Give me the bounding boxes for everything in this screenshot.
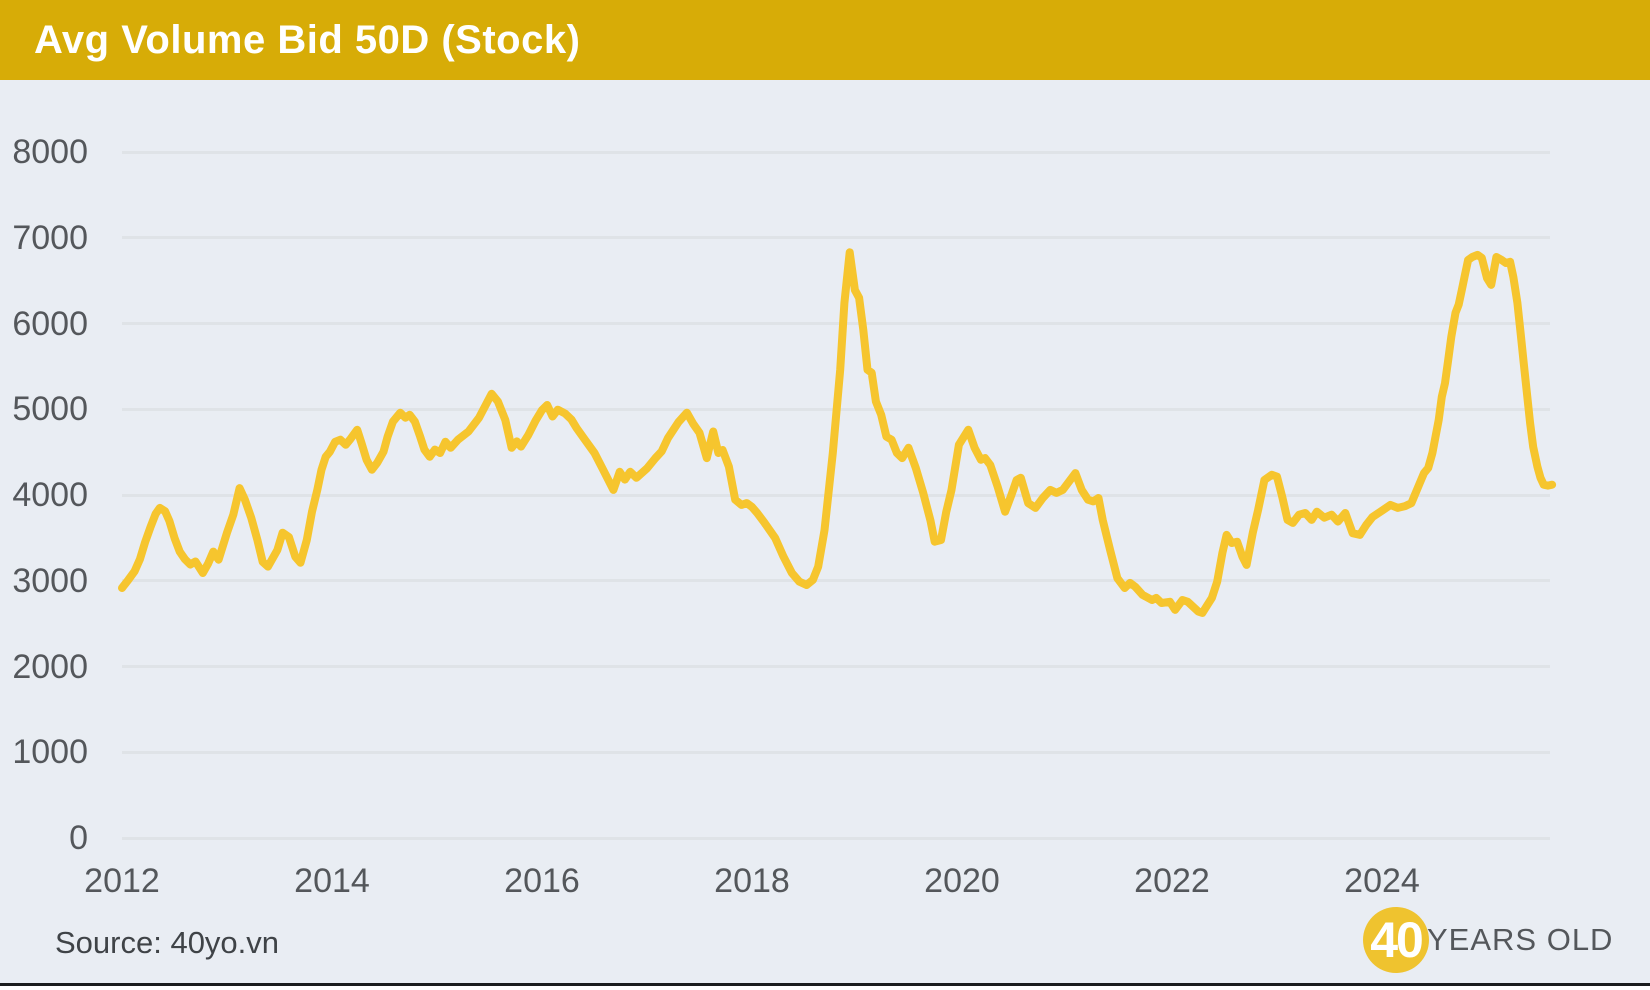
logo-label: YEARS OLD <box>1427 922 1614 957</box>
y-axis-label-6000: 6000 <box>12 304 88 343</box>
y-axis-label-0: 0 <box>69 819 88 857</box>
logo-circle: 40 <box>1363 907 1429 973</box>
gridline-y-0 <box>122 836 1550 840</box>
bottom-edge-strip <box>0 986 1650 990</box>
x-axis-label-2024: 2024 <box>1344 862 1420 900</box>
source-text: Source: 40yo.vn <box>55 925 280 960</box>
y-axis-label-8000: 8000 <box>12 133 88 171</box>
bottom-border-line <box>0 983 1650 986</box>
y-axis-label-1000: 1000 <box>12 733 88 772</box>
gridline-y-8000 <box>122 150 1550 154</box>
x-axis-label-2014: 2014 <box>294 862 370 900</box>
gridline-y-2000 <box>122 665 1550 668</box>
gridline-y-1000 <box>122 750 1550 754</box>
y-axis-label-7000: 7000 <box>12 218 88 257</box>
title-bar: Avg Volume Bid 50D (Stock) <box>0 0 1650 80</box>
x-axis-label-2018: 2018 <box>714 862 790 900</box>
gridline-y-6000 <box>122 322 1550 325</box>
logo-number: 40 <box>1370 912 1424 968</box>
x-axis-label-2020: 2020 <box>924 862 1000 900</box>
x-axis-label-2016: 2016 <box>504 862 580 900</box>
y-axis-label-5000: 5000 <box>12 390 88 429</box>
x-axis-label-2022: 2022 <box>1134 862 1210 900</box>
y-axis-label-3000: 3000 <box>12 561 88 600</box>
page-title: Avg Volume Bid 50D (Stock) <box>34 17 581 62</box>
gridline-y-3000 <box>122 579 1550 583</box>
y-axis-label-2000: 2000 <box>12 647 88 686</box>
x-axis-label-2012: 2012 <box>84 862 160 900</box>
gridline-y-4000 <box>122 493 1550 497</box>
series-line-avg-volume-bid-50d <box>118 248 1557 617</box>
gridline-y-7000 <box>122 236 1550 240</box>
y-axis-label-4000: 4000 <box>12 476 88 514</box>
